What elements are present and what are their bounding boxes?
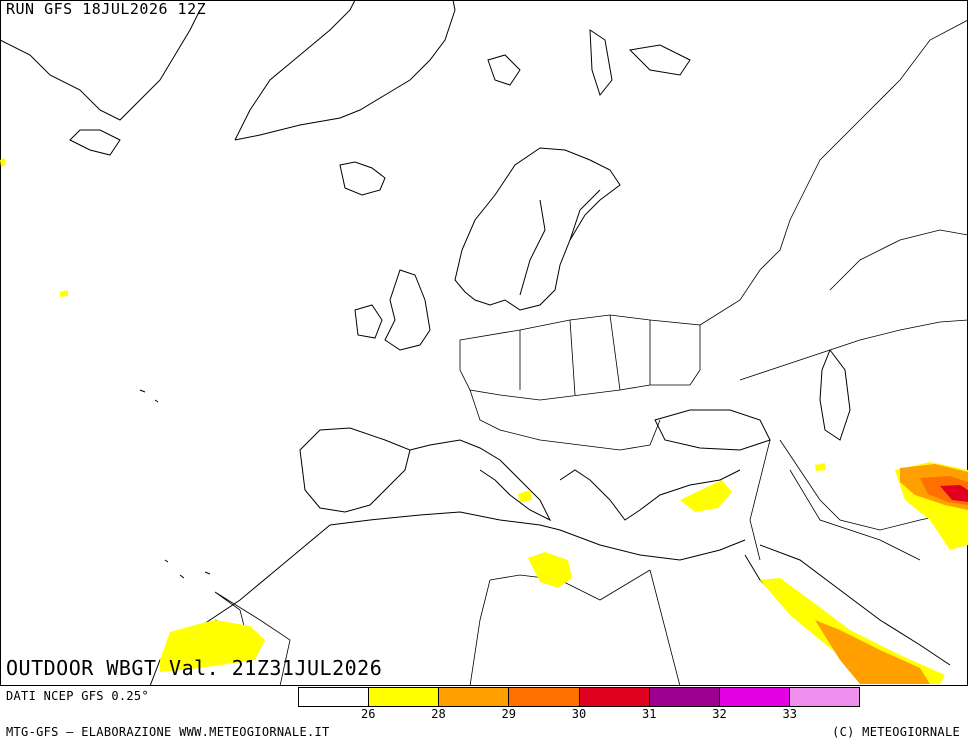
legend-label: 30 xyxy=(571,707,587,721)
copyright-label: (C) METEOGIORNALE xyxy=(832,725,960,739)
legend-label: 29 xyxy=(501,707,516,721)
borders xyxy=(214,19,968,686)
legend-swatch xyxy=(578,687,649,707)
data-source-label: DATI NCEP GFS 0.25° xyxy=(6,689,149,703)
wbgt-field xyxy=(0,158,968,684)
map-area: RUN GFS 18JUL2026 12Z OUTDOOR WBGT Val. … xyxy=(0,0,968,686)
legend-label: 31 xyxy=(642,707,657,721)
legend-swatch xyxy=(648,687,719,707)
legend-swatch xyxy=(368,687,439,707)
map-canvas xyxy=(0,0,968,686)
legend-label: 26 xyxy=(361,707,376,721)
legend-swatch xyxy=(718,687,789,707)
legend-label: 32 xyxy=(712,707,727,721)
legend-swatch xyxy=(298,687,369,707)
legend-label: 33 xyxy=(782,707,797,721)
legend-swatch xyxy=(508,687,579,707)
field-title: OUTDOOR WBGT Val. 21Z31JUL2026 xyxy=(6,656,383,680)
credits-label: MTG-GFS — ELABORAZIONE WWW.METEOGIORNALE… xyxy=(6,725,330,739)
legend-label: 28 xyxy=(431,707,446,721)
legend-swatch xyxy=(438,687,509,707)
run-title: RUN GFS 18JUL2026 12Z xyxy=(6,0,207,18)
color-legend xyxy=(298,687,860,707)
legend-swatch xyxy=(788,687,860,707)
